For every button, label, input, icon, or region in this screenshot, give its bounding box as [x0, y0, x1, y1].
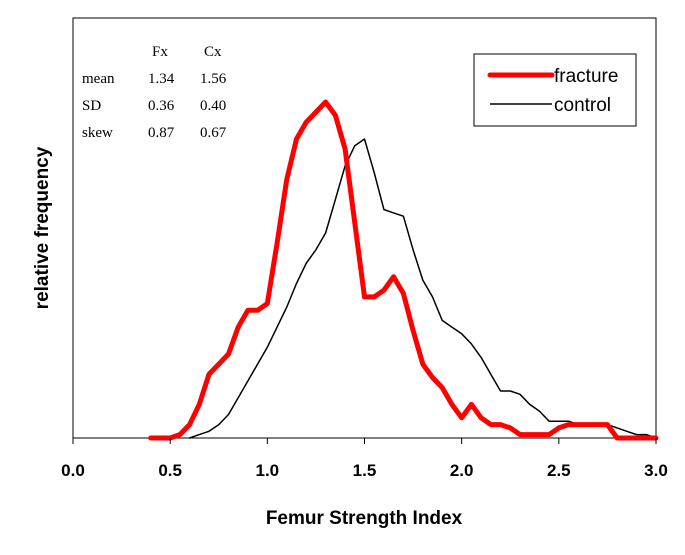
- x-tick-label: 2.0: [450, 461, 474, 480]
- stats-row-sd-cx: 0.40: [200, 98, 226, 114]
- stats-header-cx: Cx: [204, 44, 222, 60]
- stats-row-mean-cx: 1.56: [200, 71, 227, 87]
- series-layer: [148, 99, 659, 441]
- stats-row-skew-label: skew: [82, 125, 113, 141]
- legend-label-fracture: fracture: [554, 66, 618, 87]
- x-tick-label: 2.5: [547, 461, 571, 480]
- series-line-fracture: [148, 99, 659, 441]
- y-axis-title: relative frequency: [32, 146, 53, 309]
- stats-row-mean-fx: 1.34: [148, 71, 175, 87]
- stats-row-skew-fx: 0.87: [148, 125, 175, 141]
- x-axis-ticks: 0.0 0.5 1.0 1.5 2.0 2.5 3.0: [61, 438, 668, 480]
- stats-table: Fx Cx mean 1.34 1.56 SD 0.36 0.40 skew 0…: [82, 44, 227, 141]
- legend-box: [473, 53, 637, 127]
- x-tick-label: 1.0: [256, 461, 280, 480]
- stats-row-sd-label: SD: [82, 98, 101, 114]
- x-tick-label: 1.5: [353, 461, 377, 480]
- stats-row-skew-cx: 0.67: [200, 125, 227, 141]
- x-tick-label: 0.0: [61, 461, 85, 480]
- legend-label-control: control: [554, 95, 611, 116]
- stats-row-sd-fx: 0.36: [148, 98, 175, 114]
- x-tick-label: 3.0: [644, 461, 668, 480]
- x-axis-title: Femur Strength Index: [266, 508, 463, 529]
- stats-header-fx: Fx: [152, 44, 168, 60]
- legend: fracture control: [473, 53, 637, 127]
- x-tick-label: 0.5: [158, 461, 182, 480]
- stats-row-mean-label: mean: [82, 71, 115, 87]
